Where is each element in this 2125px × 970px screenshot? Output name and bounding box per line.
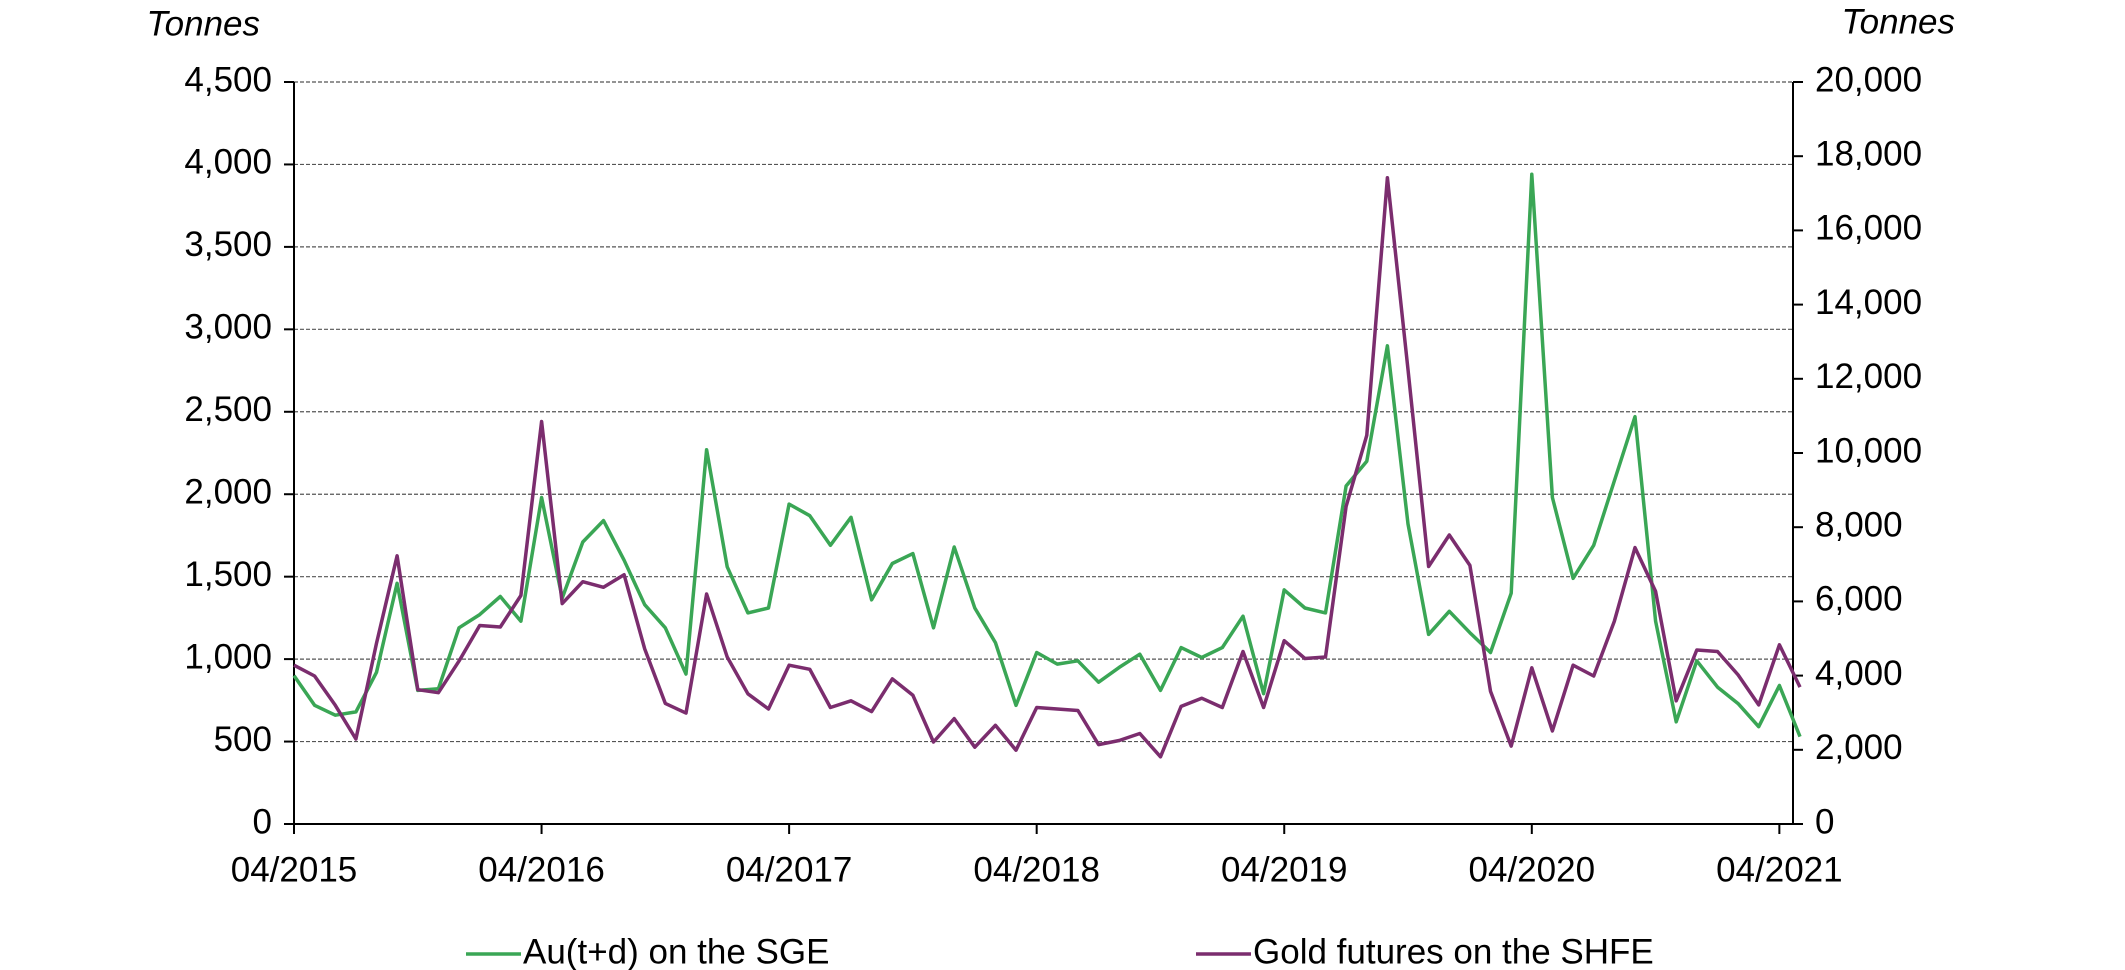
legend-label: Au(t+d) on the SGE <box>523 932 829 970</box>
y2-tick-label: 12,000 <box>1815 357 1922 396</box>
x-tick-label: 04/2019 <box>1221 850 1348 889</box>
x-tick-label: 04/2018 <box>973 850 1100 889</box>
y2-tick-label: 0 <box>1815 802 1834 841</box>
y-tick-label: 4,000 <box>184 143 272 182</box>
y2-tick-label: 14,000 <box>1815 283 1922 322</box>
y2-tick-label: 6,000 <box>1815 580 1903 619</box>
y-tick-label: 1,000 <box>184 637 272 676</box>
x-tick-label: 04/2017 <box>726 850 853 889</box>
x-tick-label: 04/2015 <box>231 850 358 889</box>
y2-tick-label: 8,000 <box>1815 505 1903 544</box>
y2-tick-label: 16,000 <box>1815 209 1922 248</box>
x-tick-label: 04/2016 <box>478 850 605 889</box>
y-tick-label: 1,500 <box>184 555 272 594</box>
x-tick-label: 04/2020 <box>1469 850 1596 889</box>
y-tick-label: 4,500 <box>184 60 272 99</box>
y-tick-label: 2,000 <box>184 472 272 511</box>
y-tick-label: 500 <box>214 720 272 759</box>
y-tick-label: 3,500 <box>184 225 272 264</box>
legend-label: Gold futures on the SHFE <box>1253 932 1654 970</box>
y2-tick-label: 18,000 <box>1815 134 1922 173</box>
line-series <box>293 175 1802 759</box>
y-tick-label: 2,500 <box>184 390 272 429</box>
y2-tick-label: 10,000 <box>1815 431 1922 470</box>
y2-tick-label: 2,000 <box>1815 728 1903 767</box>
y2-tick-label: 20,000 <box>1815 60 1922 99</box>
y-tick-label: 3,000 <box>184 308 272 347</box>
y2-axis-label: Tonnes <box>1841 2 1955 41</box>
y2-tick-label: 4,000 <box>1815 654 1903 693</box>
x-tick-label: 04/2021 <box>1716 850 1843 889</box>
y-axis-label: Tonnes <box>146 4 260 43</box>
line-series <box>292 172 1802 738</box>
y-tick-label: 0 <box>253 802 272 841</box>
